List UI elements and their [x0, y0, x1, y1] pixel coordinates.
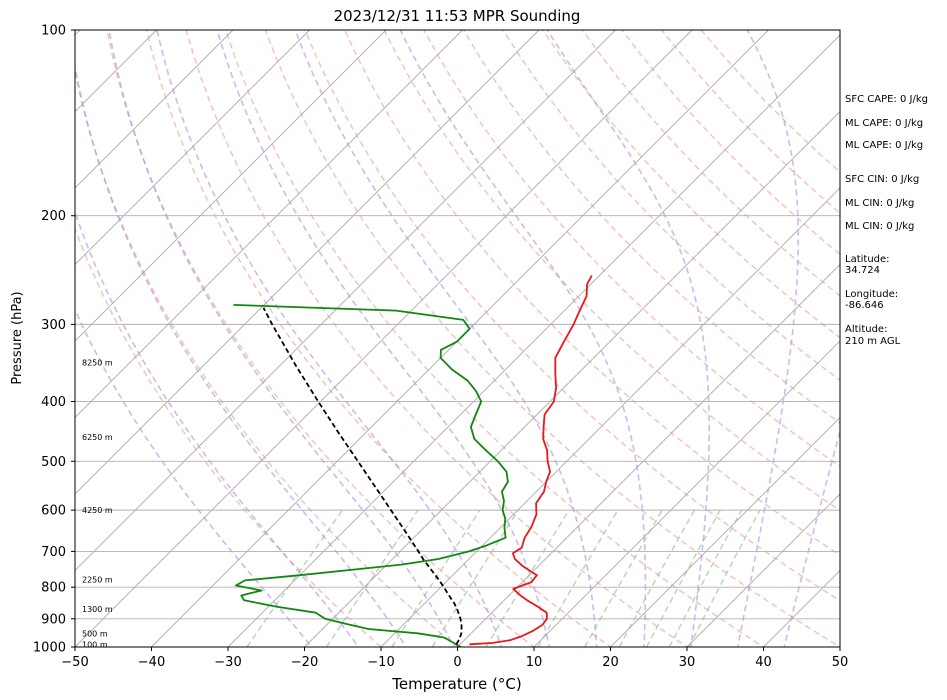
moist-adiabat: [216, 30, 550, 647]
isotherm: [304, 110, 840, 647]
dry-adiabat: [225, 30, 765, 647]
dry-adiabat: [304, 30, 840, 602]
dry-adiabat: [462, 30, 840, 424]
thermodynamic-background: [0, 30, 840, 647]
mixing-ratio-line: [688, 509, 761, 647]
moist-adiabat: [108, 30, 455, 647]
isotherm: [0, 30, 4, 647]
x-tick-label: −30: [214, 655, 241, 670]
mixing-ratio-line: [645, 509, 721, 647]
isotherm: [457, 263, 840, 647]
y-axis-label: Pressure (hPa): [10, 291, 25, 384]
moist-adiabat: [294, 30, 598, 647]
x-tick-label: 0: [453, 655, 461, 670]
moist-adiabat: [546, 30, 710, 647]
index-ml-cape-2: ML CAPE: 0 J/kg: [845, 140, 923, 151]
index-sfc-cin: SFC CIN: 0 J/kg: [845, 174, 919, 185]
moist-adiabat: [783, 428, 840, 647]
dry-adiabat: [423, 30, 840, 468]
y-tick-label: 200: [41, 209, 66, 224]
isotherm: [75, 30, 616, 572]
longitude-label: Longitude:: [845, 289, 898, 300]
mixing-ratio-line: [485, 509, 570, 647]
x-tick-label: 40: [755, 655, 772, 670]
x-tick-label: −10: [367, 655, 394, 670]
isotherm: [610, 416, 840, 647]
dry-adiabat: [502, 30, 840, 382]
index-ml-cin-2: ML CIN: 0 J/kg: [845, 221, 914, 232]
x-tick-label: −50: [61, 655, 88, 670]
y-tick-label: 300: [41, 318, 66, 333]
moist-adiabat: [736, 30, 799, 647]
dewpoint-profile: [233, 304, 509, 647]
moist-adiabat: [75, 209, 360, 647]
dry-adiabat: [106, 30, 536, 647]
isotherm: [75, 30, 540, 495]
dry-adiabat: [383, 30, 840, 512]
latitude-value: 34.724: [845, 265, 880, 276]
moist-adiabat: [156, 30, 503, 647]
y-tick-label: 800: [41, 581, 66, 596]
isotherm: [533, 340, 840, 647]
y-tick-label: 900: [41, 612, 66, 627]
isotherm: [227, 34, 840, 647]
x-axis-ticks: −50 −40 −30 −20 −10 0 10 20 30 40 50: [61, 647, 848, 670]
altitude-label: Altitude:: [845, 324, 887, 335]
height-label: 500 m: [82, 629, 108, 638]
isotherm: [75, 30, 463, 419]
index-ml-cin-1: ML CIN: 0 J/kg: [845, 198, 914, 209]
x-axis-label: Temperature (°C): [391, 675, 521, 693]
height-label: 4250 m: [82, 506, 113, 515]
longitude-value: -86.646: [845, 300, 884, 311]
height-label: 6250 m: [82, 433, 113, 442]
x-tick-label: −40: [138, 655, 165, 670]
indices-panel: SFC CAPE: 0 J/kg ML CAPE: 0 J/kg ML CAPE…: [845, 94, 928, 232]
height-label: 8250 m: [82, 359, 113, 368]
isotherm: [75, 30, 234, 189]
index-ml-cape-1: ML CAPE: 0 J/kg: [845, 118, 923, 129]
isotherm: [75, 30, 387, 342]
y-tick-label: 100: [41, 24, 66, 39]
y-tick-label: 400: [41, 395, 66, 410]
y-tick-label: 500: [41, 455, 66, 470]
dry-adiabat: [75, 226, 383, 647]
x-tick-label: 30: [679, 655, 696, 670]
location-panel: Latitude: 34.724 Longitude: -86.646 Alti…: [845, 254, 901, 347]
height-labels: 100 m 500 m 1300 m 2250 m 4250 m 6250 m 8250 m: [82, 359, 113, 650]
height-label: 100 m: [82, 640, 108, 649]
dry-adiabat: [264, 30, 840, 647]
latitude-label: Latitude:: [845, 254, 890, 265]
moist-adiabat: [399, 30, 647, 647]
sounding-profiles: [233, 275, 593, 647]
y-axis-ticks: 1000 900 800 700 600 500 400 300 200 100: [33, 24, 75, 656]
x-tick-label: 20: [602, 655, 619, 670]
height-label: 2250 m: [82, 576, 113, 585]
y-tick-label: 700: [41, 545, 66, 560]
index-sfc-cape: SFC CAPE: 0 J/kg: [845, 94, 928, 105]
mixing-ratio-line: [668, 509, 743, 647]
isotherm: [75, 30, 310, 266]
isotherm: [686, 493, 840, 647]
isotherm: [75, 30, 693, 647]
parcel-profile: [262, 307, 463, 645]
moist-adiabat: [75, 61, 407, 647]
mixing-ratio-line: [584, 509, 663, 647]
dry-adiabat: [145, 30, 612, 647]
x-tick-label: 10: [526, 655, 543, 670]
y-tick-label: 600: [41, 504, 66, 519]
x-tick-label: −20: [291, 655, 318, 670]
x-tick-label: 50: [832, 655, 849, 670]
altitude-value: 210 m AGL: [845, 336, 901, 347]
y-tick-label: 1000: [33, 641, 66, 656]
temperature-profile: [469, 275, 593, 646]
mixing-ratio-line: [537, 509, 619, 647]
height-label: 1300 m: [82, 605, 113, 614]
isotherm: [380, 187, 840, 647]
chart-title: 2023/12/31 11:53 MPR Sounding: [334, 7, 581, 25]
moist-adiabat: [75, 307, 313, 647]
